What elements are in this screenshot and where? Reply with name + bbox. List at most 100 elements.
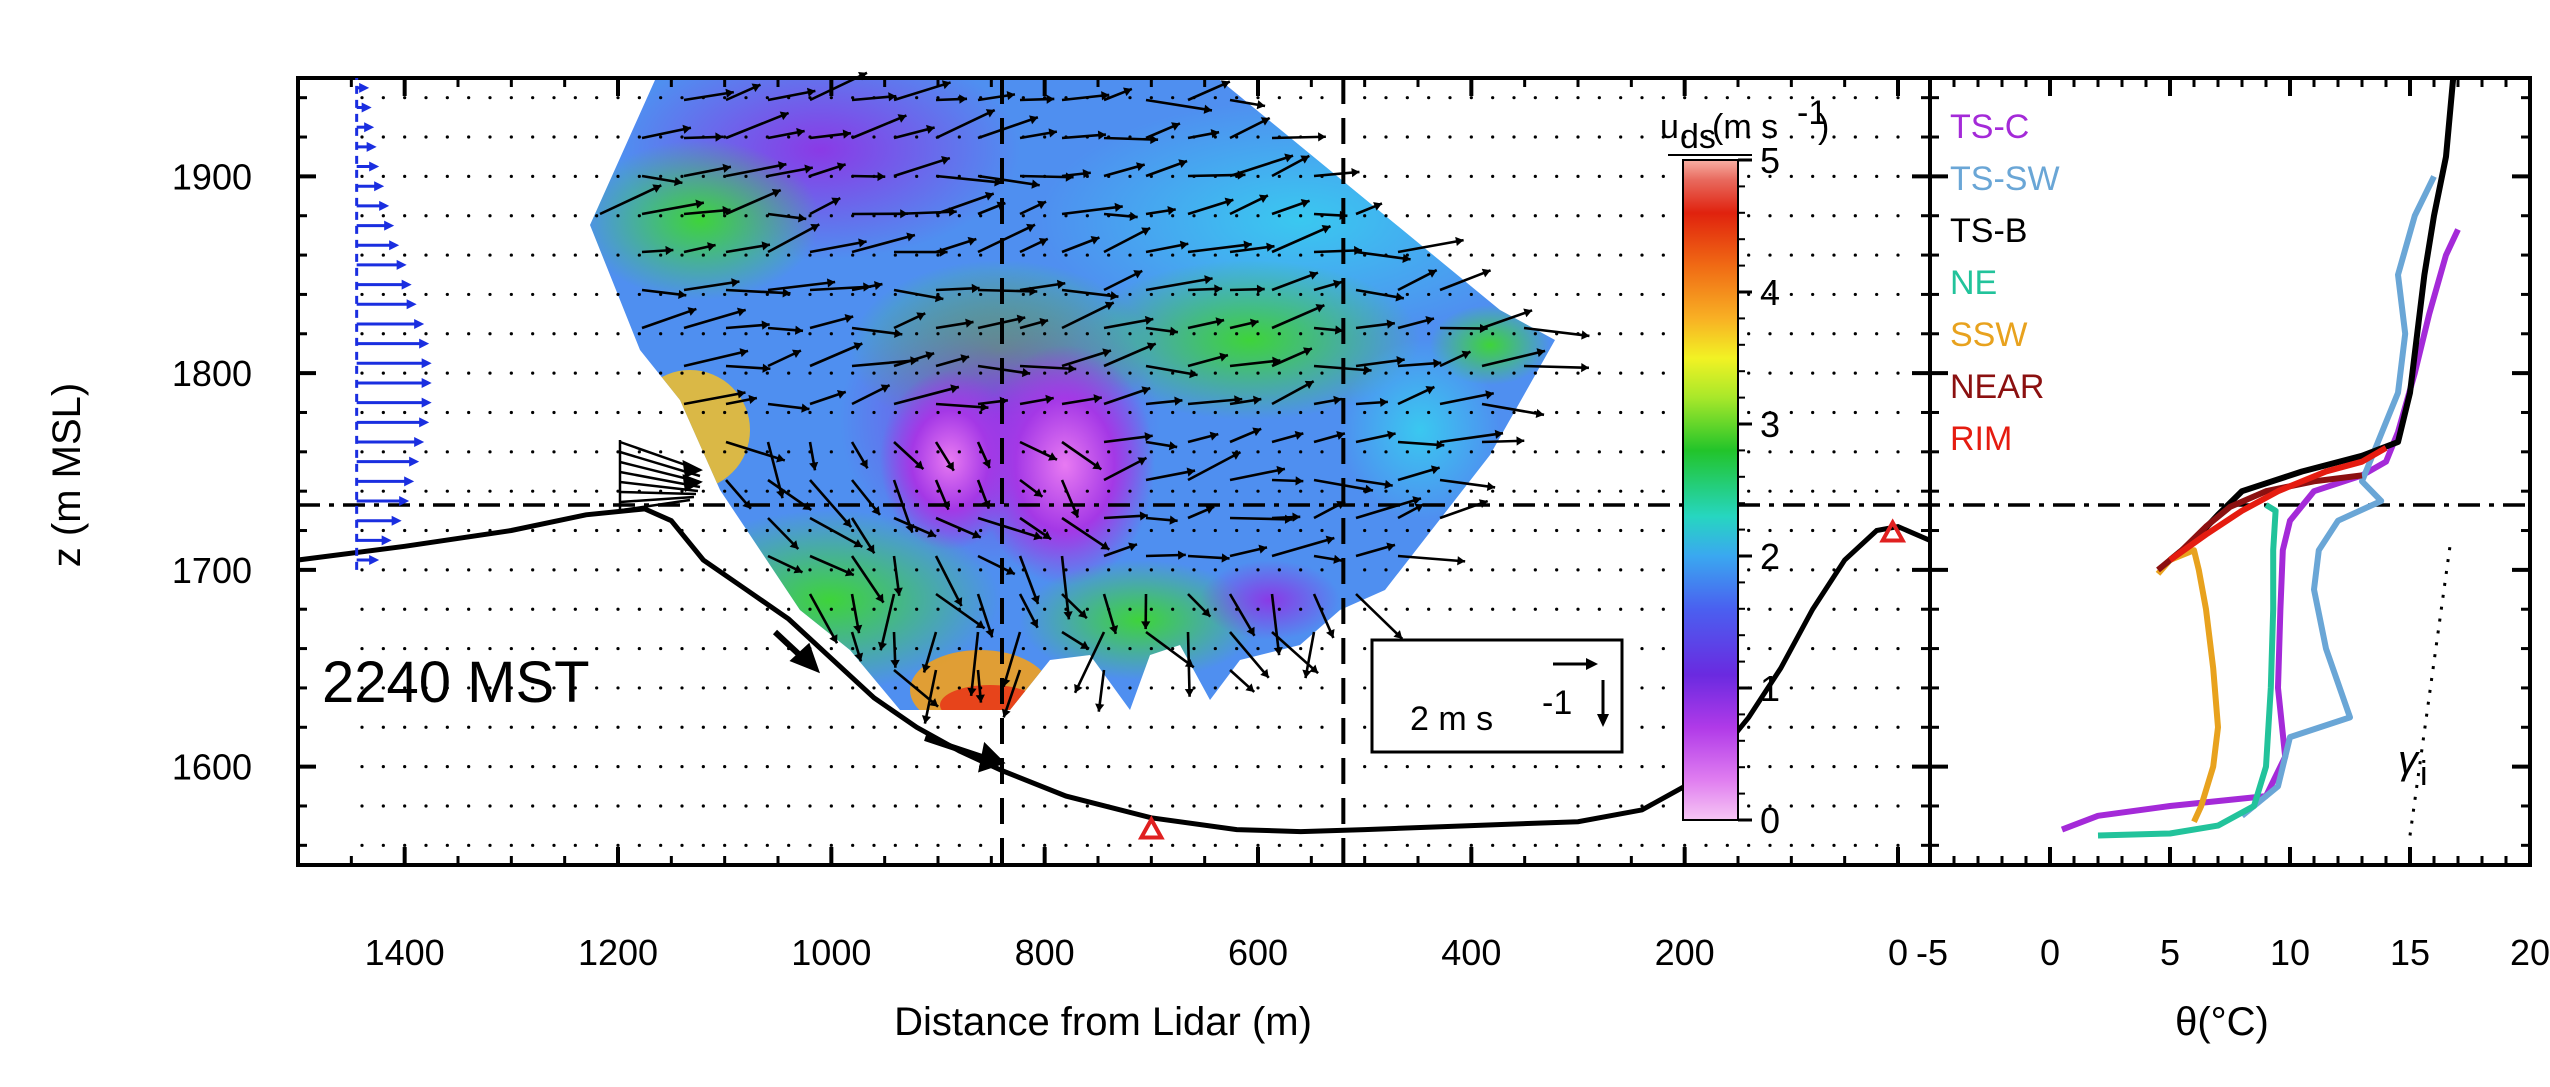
wind-vector xyxy=(809,238,867,254)
grid-dot xyxy=(616,568,620,572)
grid-dot xyxy=(509,371,513,375)
grid-dot xyxy=(915,646,919,651)
grid-dot xyxy=(1640,686,1644,690)
grid-dot xyxy=(872,135,876,139)
series-near xyxy=(2156,472,2363,573)
grid-dot xyxy=(1875,174,1879,178)
grid-dot xyxy=(1811,410,1815,415)
grid-dot xyxy=(1064,450,1068,454)
grid-dot xyxy=(936,410,940,415)
grid-dot xyxy=(445,332,449,336)
grid-dot xyxy=(680,804,684,808)
y-tick-label: 1900 xyxy=(172,156,252,197)
wind-vector xyxy=(683,307,747,330)
grid-dot xyxy=(829,214,833,218)
grid-dot xyxy=(829,843,833,847)
grid-dot xyxy=(1875,646,1879,651)
grid-dot xyxy=(509,804,513,808)
grid-dot xyxy=(1149,686,1153,690)
grid-dot xyxy=(1363,843,1367,847)
grid-dot xyxy=(1853,450,1857,454)
grid-dot xyxy=(467,528,471,533)
wind-vector xyxy=(725,111,790,140)
grid-dot xyxy=(1768,214,1772,218)
wind-vector xyxy=(1355,250,1411,263)
grid-dot xyxy=(808,410,812,415)
grid-dot xyxy=(531,607,535,611)
grid-dot xyxy=(1768,450,1772,454)
grid-dot xyxy=(957,332,961,336)
grid-dot xyxy=(1128,568,1132,572)
wind-vector xyxy=(1060,479,1080,519)
grid-dot xyxy=(1811,804,1815,808)
grid-dot xyxy=(1640,646,1644,651)
grid-dot xyxy=(1128,686,1132,690)
grid-dot xyxy=(979,646,983,651)
grid-dot xyxy=(744,253,748,257)
grid-dot xyxy=(573,686,577,690)
wind-vector xyxy=(1018,593,1039,629)
grid-dot xyxy=(829,410,833,415)
grid-dot xyxy=(936,371,940,375)
grid-dot xyxy=(381,410,385,415)
wind-vector xyxy=(809,479,853,529)
wind-vector xyxy=(809,129,852,140)
grid-dot xyxy=(1064,253,1068,257)
grid-dot xyxy=(1832,843,1836,847)
grid-dot xyxy=(1427,214,1431,218)
grid-dot xyxy=(488,135,492,139)
grid-dot xyxy=(744,725,748,729)
grid-dot xyxy=(701,686,705,690)
grid-dot xyxy=(360,332,364,336)
wind-vector xyxy=(1271,132,1326,142)
grid-dot xyxy=(723,686,727,690)
grid-dot xyxy=(531,843,535,847)
grid-dot xyxy=(765,725,769,729)
grid-dot xyxy=(701,371,705,375)
profile-arrow xyxy=(356,102,372,113)
grid-dot xyxy=(1171,410,1175,415)
grid-dot xyxy=(1661,489,1665,493)
grid-dot xyxy=(1533,607,1537,611)
grid-dot xyxy=(1299,450,1303,454)
grid-dot xyxy=(1533,292,1537,297)
grid-dot xyxy=(488,765,492,769)
grid-dot xyxy=(1128,96,1132,100)
grid-dot xyxy=(979,568,983,572)
wind-vector xyxy=(935,191,995,216)
grid-dot xyxy=(1192,686,1196,690)
grid-dot xyxy=(531,725,535,729)
grid-dot xyxy=(1192,489,1196,493)
grid-dot xyxy=(1320,686,1324,690)
colorbar-tick-label: 0 xyxy=(1760,800,1780,841)
grid-dot xyxy=(1363,292,1367,297)
grid-dot xyxy=(595,804,599,808)
wind-vector xyxy=(1271,430,1304,444)
grid-dot xyxy=(552,174,556,178)
grid-dot xyxy=(1064,804,1068,808)
wind-vector xyxy=(1271,535,1335,558)
wind-vector xyxy=(1145,467,1196,482)
grid-dot xyxy=(765,528,769,533)
grid-dot xyxy=(1661,450,1665,454)
grid-dot xyxy=(701,253,705,257)
grid-dot xyxy=(1213,725,1217,729)
grid-dot xyxy=(424,765,428,769)
grid-dot xyxy=(595,450,599,454)
wind-vector xyxy=(1187,505,1215,520)
series-ne xyxy=(2097,502,2279,839)
grid-dot xyxy=(1661,528,1665,533)
grid-dot xyxy=(1149,410,1153,415)
grid-dot xyxy=(1405,410,1409,415)
grid-dot xyxy=(1768,332,1772,336)
wind-vector xyxy=(977,90,1016,102)
grid-dot xyxy=(1021,253,1025,257)
series-ts-b xyxy=(2168,77,2457,563)
grid-dot xyxy=(808,528,812,533)
gamma-label: γ i xyxy=(2398,738,2428,793)
grid-dot xyxy=(1811,725,1815,729)
x-tick-label: 200 xyxy=(1655,932,1715,973)
grid-dot xyxy=(1448,174,1452,178)
grid-dot xyxy=(1384,568,1388,572)
grid-dot xyxy=(765,489,769,493)
